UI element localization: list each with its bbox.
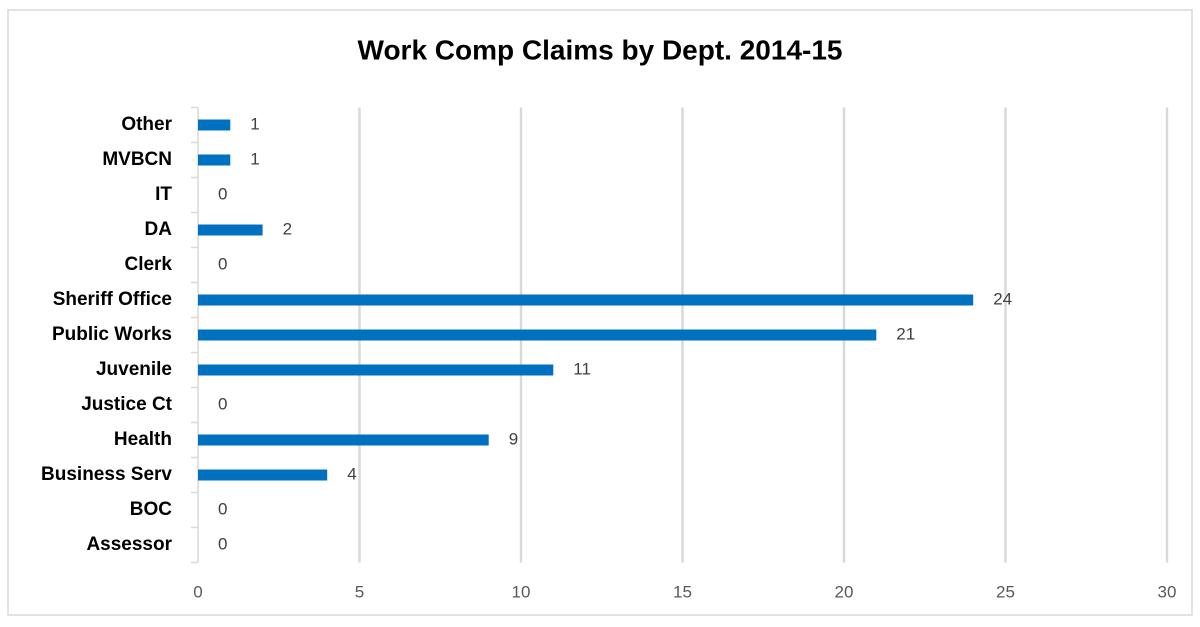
data-label: 4 [347, 464, 356, 483]
x-tick-label: 10 [512, 582, 531, 601]
y-tick-label: BOC [130, 499, 173, 520]
data-label: 9 [509, 429, 518, 448]
data-label: 0 [218, 394, 227, 413]
y-tick-label: Other [121, 114, 172, 135]
data-label: 0 [218, 499, 227, 518]
y-tick-label: Public Works [52, 324, 172, 345]
y-tick-label: Clerk [124, 254, 172, 275]
y-tick-label: Juvenile [96, 359, 172, 380]
bar [198, 364, 554, 376]
y-tick-label: Sheriff Office [53, 289, 172, 310]
bar [198, 329, 877, 341]
bar [198, 154, 231, 166]
data-label: 0 [218, 184, 227, 203]
x-tick-label: 30 [1158, 582, 1177, 601]
y-tick-label: MVBCN [102, 149, 172, 170]
data-label: 24 [993, 289, 1012, 308]
data-label: 1 [250, 149, 259, 168]
y-tick-label: Business Serv [41, 464, 172, 485]
data-label: 2 [283, 219, 292, 238]
y-tick-label: Health [114, 429, 172, 450]
bar [198, 119, 231, 131]
data-label: 0 [218, 254, 227, 273]
x-tick-label: 25 [996, 582, 1015, 601]
x-tick-label: 5 [355, 582, 364, 601]
data-label: 11 [573, 359, 591, 378]
chart-title: Work Comp Claims by Dept. 2014-15 [358, 34, 843, 65]
x-tick-label: 15 [673, 582, 692, 601]
chart-border [7, 9, 1193, 616]
x-tick-label: 0 [193, 582, 202, 601]
data-label: 0 [218, 534, 227, 553]
y-tick-label: Justice Ct [81, 394, 172, 415]
y-tick-label: Assessor [86, 534, 172, 555]
x-tick-label: 20 [835, 582, 854, 601]
bar [198, 469, 328, 481]
y-tick-label: DA [145, 219, 173, 240]
y-tick-label: IT [155, 184, 172, 205]
data-label: 21 [896, 324, 915, 343]
bar [198, 434, 489, 446]
bar [198, 294, 974, 306]
data-label: 1 [250, 114, 259, 133]
bar [198, 224, 263, 236]
